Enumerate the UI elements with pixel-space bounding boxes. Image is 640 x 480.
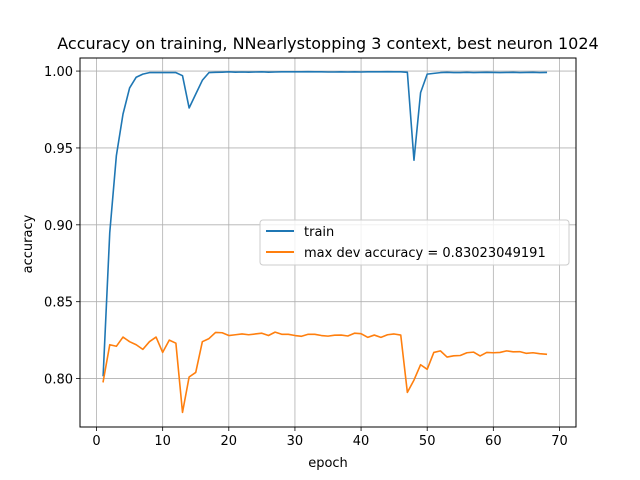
x-tick-label: 20: [221, 434, 238, 449]
legend-box: [259, 219, 570, 266]
chart-title: Accuracy on training, NNearlystopping 3 …: [57, 34, 598, 53]
series-line-train: [102, 70, 548, 377]
y-tick-label: 0.85: [44, 296, 73, 311]
x-tick-label: 0: [92, 434, 100, 449]
y-tick-label: 0.95: [44, 142, 73, 157]
x-axis: 0 10 20 30 40 50 60 70: [92, 427, 568, 449]
x-tick-label: 60: [485, 434, 502, 449]
y-tick-label: 1.00: [44, 65, 73, 80]
legend-label-train: train: [304, 225, 334, 240]
plot-series: [102, 70, 548, 414]
x-tick-label: 50: [419, 434, 436, 449]
x-tick-label: 30: [287, 434, 304, 449]
y-axis: 0.80 0.85 0.90 0.95 1.00: [44, 65, 80, 388]
x-tick-label: 40: [353, 434, 370, 449]
y-tick-label: 0.80: [44, 373, 73, 388]
x-tick-label: 70: [551, 434, 568, 449]
y-axis-label: accuracy: [21, 214, 36, 273]
y-tick-label: 0.90: [44, 219, 73, 234]
x-tick-label: 10: [154, 434, 171, 449]
plot-frame: [79, 57, 577, 428]
legend: train max dev accuracy = 0.83023049191: [259, 219, 570, 266]
series-line-max-dev: [102, 331, 548, 414]
legend-label-max-dev: max dev accuracy = 0.83023049191: [304, 246, 546, 261]
x-axis-label: epoch: [308, 456, 348, 471]
